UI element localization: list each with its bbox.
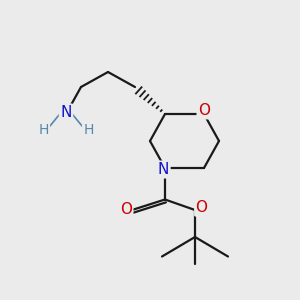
- Text: O: O: [196, 200, 208, 215]
- Text: O: O: [120, 202, 132, 217]
- Text: H: H: [83, 123, 94, 136]
- Text: N: N: [158, 162, 169, 177]
- Text: O: O: [198, 103, 210, 118]
- Text: H: H: [38, 123, 49, 136]
- Text: N: N: [60, 105, 72, 120]
